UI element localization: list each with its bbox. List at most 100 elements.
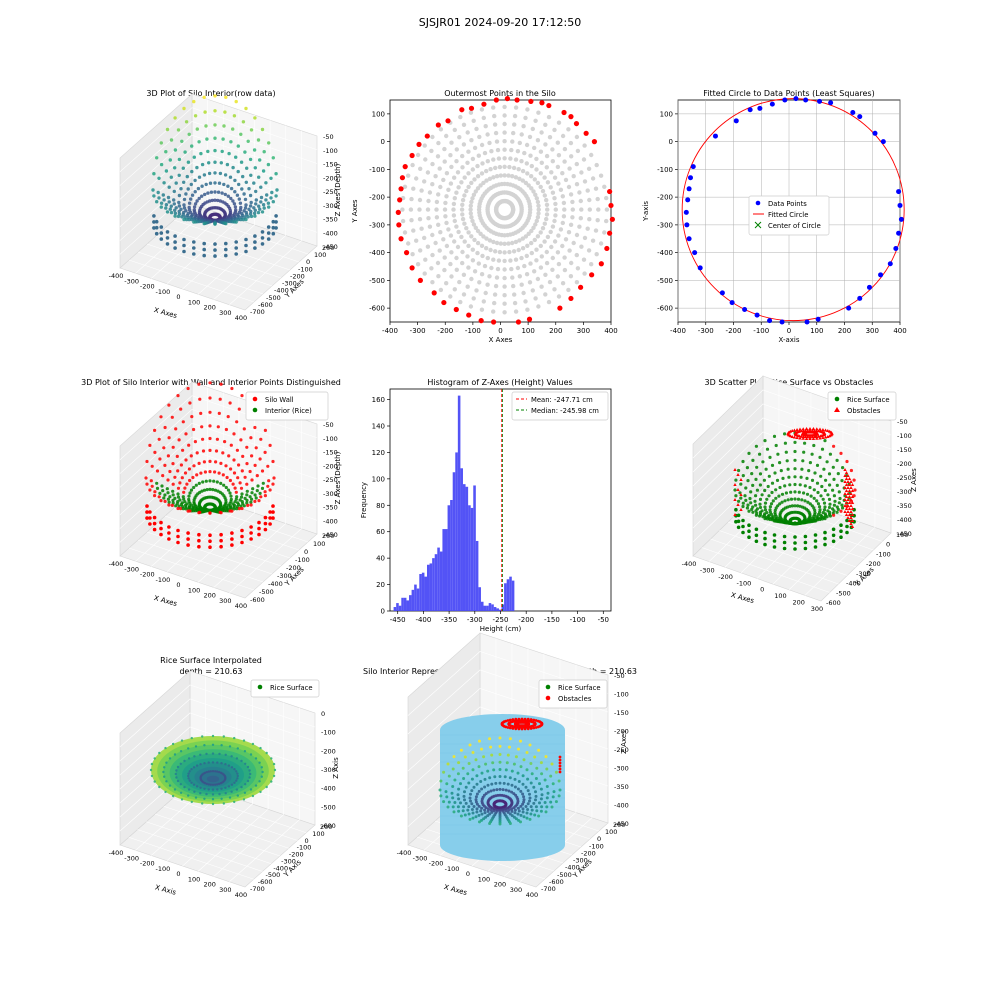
panel8-rice-point [504, 809, 508, 813]
panel1-ytick-label: -300 [282, 280, 297, 288]
panel1-point [189, 197, 193, 201]
panel6-obstacle-marker [843, 492, 847, 495]
panel4-point [251, 487, 255, 491]
panel4-legend [245, 391, 329, 421]
panel4-point [214, 449, 219, 453]
panel2-interior-point [438, 184, 443, 190]
panel3-data-point [850, 109, 856, 115]
panel8-rice-point [447, 774, 451, 778]
panel4-point [155, 469, 160, 473]
panel2-interior-point [582, 235, 588, 241]
panel2-interior-point [444, 133, 449, 139]
panel1-point [169, 138, 174, 142]
panel8-rice-point [471, 768, 475, 772]
panel8-rice-point [483, 808, 487, 812]
panel6-obstacle-marker [844, 471, 849, 474]
panel2-interior-point [494, 240, 500, 246]
panel8-ztick-label: -400 [614, 802, 629, 810]
panel5-bar [419, 574, 422, 611]
panel2-interior-point [536, 211, 541, 216]
panel8-rice-point [484, 762, 488, 766]
panel6-point [818, 508, 822, 512]
panel2-interior-point [540, 188, 546, 194]
panel2-wall-point [417, 277, 423, 283]
panel2-interior-point [555, 164, 561, 170]
panel6-point [786, 467, 790, 471]
panel8-rice-point [535, 809, 539, 813]
panel-fitted-circle: Fitted Circle to Data Points (Least Squa… [642, 89, 907, 344]
panel2-interior-point [406, 173, 411, 178]
panel4-point [176, 394, 180, 398]
panel6-title: 3D Scatter Plot: Rice Surface vs Obstacl… [705, 378, 874, 387]
panel2-interior-point [562, 207, 567, 212]
panel8-rice-point [510, 814, 514, 818]
panel8-rice-point [507, 808, 511, 812]
panel2-ytick-label: -300 [369, 221, 385, 229]
panel1-point [180, 215, 184, 219]
panel6-point [783, 484, 787, 488]
panel7-point [168, 757, 172, 760]
panel4-point [167, 500, 171, 504]
panel8-rice-point [549, 774, 553, 778]
panel6-point [793, 490, 797, 494]
panel6-wall-point [763, 530, 767, 535]
panel4-wall-point [152, 515, 157, 520]
panel2-interior-point [436, 192, 441, 197]
panel2-interior-point [446, 227, 451, 232]
panel6-obstacle-marker [846, 480, 850, 483]
panel2-interior-point [422, 271, 427, 276]
panel2-interior-point [579, 207, 584, 212]
panel2-interior-point [489, 149, 494, 154]
panel6-point [753, 499, 757, 503]
panel4-legend-label: Interior (Rice) [265, 407, 312, 415]
panel1-point [210, 198, 214, 203]
panel2-interior-point [515, 265, 521, 271]
panel2-interior-point [550, 190, 556, 195]
panel2-interior-point [563, 177, 569, 183]
panel8-rice-point [445, 795, 449, 799]
panel4-point [208, 381, 212, 385]
panel4-point [232, 507, 236, 511]
panel6-point [793, 440, 797, 444]
panel6-point [831, 465, 835, 469]
panel4-point [259, 495, 263, 499]
panel4-point [208, 487, 212, 491]
panel1-wall-point [182, 249, 186, 254]
panel2-interior-point [558, 187, 564, 192]
panel1-point [202, 173, 207, 177]
panel2-interior-point [532, 145, 537, 151]
panel6-legend [827, 391, 897, 421]
panel8-rice-point [539, 787, 543, 791]
panel4-xlabel: X Axes [153, 594, 178, 608]
panel6-wall-point [839, 535, 843, 539]
panel4-point [243, 496, 247, 500]
panel8-rice-point [447, 800, 451, 804]
panel7-grid [163, 805, 289, 849]
panel6-point [793, 449, 797, 454]
panel6-grid [788, 409, 860, 590]
panel2-interior-point [529, 228, 534, 234]
panel3-fitted-circle [681, 98, 905, 322]
panel2-interior-point [542, 239, 547, 244]
panel2-interior-point [527, 210, 533, 215]
panel4-wall-point [257, 532, 261, 537]
panel4-ytick-label: 100 [313, 540, 325, 548]
panel4-xtick-label: -200 [140, 571, 155, 579]
panel7-point [175, 776, 178, 779]
panel4-point [149, 479, 153, 483]
panel8-rice-point [491, 761, 495, 765]
panel7-point [260, 766, 263, 769]
panel2-interior-point [465, 254, 470, 259]
panel1-point [254, 198, 258, 202]
panel6-point [825, 460, 829, 464]
panel2-interior-point [415, 152, 421, 158]
panel8-rice-point [474, 800, 478, 804]
panel8-rice-point [512, 762, 516, 766]
panel1-point [248, 157, 253, 162]
panel4-wall-point [152, 521, 157, 526]
panel5-bar [396, 603, 399, 611]
panel7-point [230, 783, 234, 786]
panel6-point [770, 481, 775, 485]
panel3-data-point [685, 197, 691, 203]
panel2-interior-point [502, 139, 507, 144]
